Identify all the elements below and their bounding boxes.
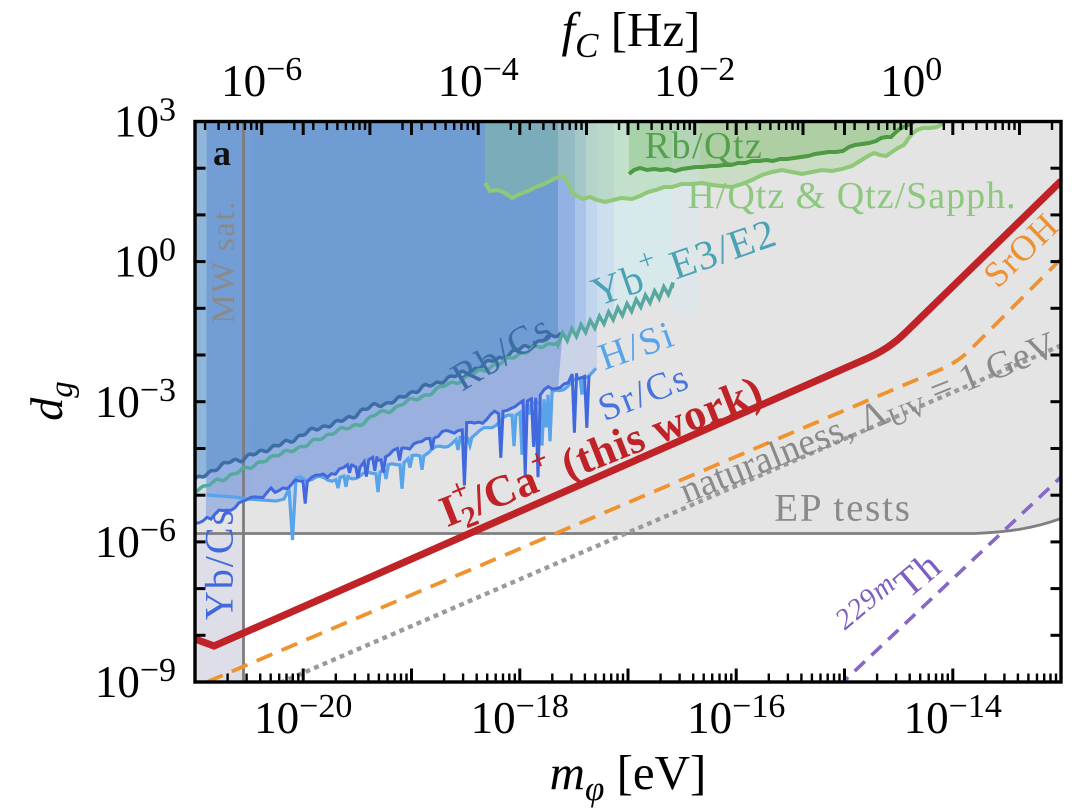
svg-text:Yb/Cs: Yb/Cs <box>197 508 242 620</box>
svg-text:a: a <box>213 133 231 173</box>
svg-text:MW sat.: MW sat. <box>206 200 242 324</box>
svg-text:Rb/Qtz: Rb/Qtz <box>645 125 764 167</box>
svg-text:H/Qtz & Qtz/Sapph.: H/Qtz & Qtz/Sapph. <box>687 175 1016 217</box>
svg-text:dg: dg <box>21 381 80 421</box>
svg-text:EP tests: EP tests <box>774 487 912 530</box>
svg-text:mφ [eV]: mφ [eV] <box>550 745 707 808</box>
svg-text:fC [Hz]: fC [Hz] <box>561 2 700 65</box>
svg-text:10−9: 10−9 <box>95 652 176 707</box>
